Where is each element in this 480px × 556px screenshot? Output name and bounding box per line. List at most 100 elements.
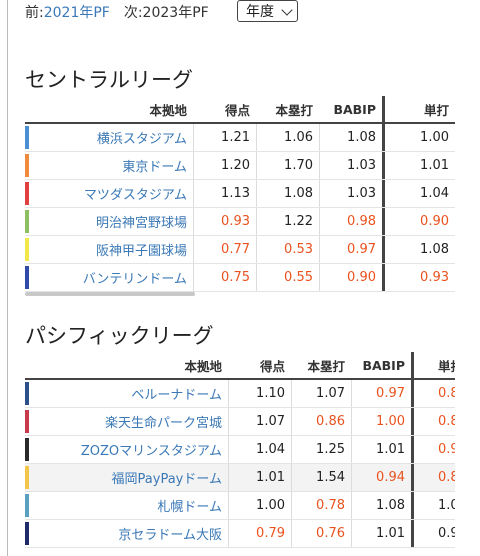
single-value: 1.08 xyxy=(382,236,455,263)
babip-value: 0.94 xyxy=(351,464,411,491)
score-value: 1.01 xyxy=(228,464,291,491)
table-row: 東京ドーム 1.20 1.70 1.03 1.01 xyxy=(25,152,455,180)
score-value: 1.04 xyxy=(228,436,291,463)
hr-value: 1.25 xyxy=(291,436,351,463)
babip-value: 0.97 xyxy=(351,380,411,407)
score-value: 1.20 xyxy=(193,152,256,179)
pacific-table: 本拠地得点本塁打BABIP単打ベルーナドーム1.101.070.970.8楽天生… xyxy=(25,352,455,548)
stadium-name: マツダスタジアム xyxy=(83,188,187,203)
table-row: 福岡PayPayドーム 1.01 1.54 0.94 0.8 xyxy=(25,464,455,492)
stadium-link[interactable]: 京セラドーム大阪 xyxy=(25,520,228,547)
stadium-link[interactable]: 東京ドーム xyxy=(25,152,193,179)
babip-header[interactable]: BABIP xyxy=(362,357,405,373)
table-row: 札幌ドーム 1.00 0.78 1.08 1.0 xyxy=(25,492,455,520)
team-color-swatch xyxy=(25,382,29,405)
stadium-name: ベルーナドーム xyxy=(131,388,222,403)
prev-year-link[interactable]: 2021年PF xyxy=(43,5,110,21)
stadium-link[interactable]: 横浜スタジアム xyxy=(25,124,193,151)
stadium-name: 東京ドーム xyxy=(122,160,187,175)
team-color-swatch xyxy=(25,182,29,205)
table-header-row: 本拠地 得点 本塁打 BABIP 単打 xyxy=(25,96,455,124)
single-value: 0.8 xyxy=(411,408,455,435)
single-value: 1.04 xyxy=(382,180,455,207)
babip-value: 1.01 xyxy=(351,520,411,547)
central-table-scrollbar[interactable] xyxy=(25,292,195,296)
single-value: 0.8 xyxy=(411,464,455,491)
score-value: 1.00 xyxy=(228,492,291,519)
babip-value: 0.97 xyxy=(319,236,382,263)
team-color-swatch xyxy=(25,266,29,289)
babip-value: 1.03 xyxy=(319,180,382,207)
score-header[interactable]: 得点 xyxy=(259,358,285,374)
babip-header[interactable]: BABIP xyxy=(333,101,376,117)
stadium-name: 横浜スタジアム xyxy=(96,132,187,147)
chevron-down-icon xyxy=(281,4,293,16)
score-value: 0.77 xyxy=(193,236,256,263)
babip-value: 0.90 xyxy=(319,264,382,291)
hr-value: 1.06 xyxy=(256,124,319,151)
central-league-title: セントラルリーグ xyxy=(25,68,193,92)
stadium-name: 明治神宮野球場 xyxy=(95,216,187,231)
hr-value: 1.54 xyxy=(291,464,351,491)
stadium-name: 楽天生命パーク宮城 xyxy=(104,416,222,431)
hr-value: 0.76 xyxy=(291,520,351,547)
central-table: 本拠地 得点 本塁打 BABIP 単打 横浜スタジアム 1.21 1.06 1.08 1.00 東京… xyxy=(25,96,455,292)
stadium-link[interactable]: 楽天生命パーク宮城 xyxy=(25,408,228,435)
year-select[interactable]: 年度 xyxy=(237,0,298,22)
score-header[interactable]: 得点 xyxy=(224,102,250,118)
hr-value: 0.55 xyxy=(256,264,319,291)
team-color-swatch xyxy=(25,154,29,177)
single-value: 0.90 xyxy=(382,208,455,235)
team-color-swatch xyxy=(25,438,29,461)
hr-value: 0.78 xyxy=(291,492,351,519)
hr-value: 1.22 xyxy=(256,208,319,235)
single-value: 0.8 xyxy=(411,380,455,407)
score-value: 0.75 xyxy=(193,264,256,291)
home-header[interactable]: 本拠地 xyxy=(184,358,222,374)
hr-value: 0.53 xyxy=(256,236,319,263)
stadium-link[interactable]: マツダスタジアム xyxy=(25,180,193,207)
table-row: 阪神甲子園球場 0.77 0.53 0.97 1.08 xyxy=(25,236,455,264)
year-select-value: 年度 xyxy=(246,4,274,20)
stadium-link[interactable]: 阪神甲子園球場 xyxy=(25,236,193,263)
single-header[interactable]: 単打 xyxy=(382,96,455,122)
hr-value: 1.08 xyxy=(256,180,319,207)
babip-value: 1.01 xyxy=(351,436,411,463)
hr-header[interactable]: 本塁打 xyxy=(307,358,345,374)
table-row: マツダスタジアム 1.13 1.08 1.03 1.04 xyxy=(25,180,455,208)
table-row: 京セラドーム大阪 0.79 0.76 1.01 0.9 xyxy=(25,520,455,548)
hr-value: 0.86 xyxy=(291,408,351,435)
score-value: 1.21 xyxy=(193,124,256,151)
next-year-text: 次:2023年PF xyxy=(123,5,209,21)
team-color-swatch xyxy=(25,522,29,545)
babip-value: 1.03 xyxy=(319,152,382,179)
single-value: 0.93 xyxy=(382,264,455,291)
babip-value: 1.00 xyxy=(351,408,411,435)
stadium-link[interactable]: ZOZOマリンスタジアム xyxy=(25,436,228,463)
hr-value: 1.70 xyxy=(256,152,319,179)
stadium-link[interactable]: 福岡PayPayドーム xyxy=(25,464,228,491)
table-row: 楽天生命パーク宮城 1.07 0.86 1.00 0.8 xyxy=(25,408,455,436)
table-row: ZOZOマリンスタジアム 1.04 1.25 1.01 0.9 xyxy=(25,436,455,464)
table-row: ベルーナドーム 1.10 1.07 0.97 0.8 xyxy=(25,380,455,408)
single-value: 1.01 xyxy=(382,152,455,179)
stadium-link[interactable]: 明治神宮野球場 xyxy=(25,208,193,235)
home-header[interactable]: 本拠地 xyxy=(149,102,187,118)
score-value: 1.07 xyxy=(228,408,291,435)
babip-value: 1.08 xyxy=(319,124,382,151)
single-value: 0.9 xyxy=(411,520,455,547)
stadium-link[interactable]: ベルーナドーム xyxy=(25,380,228,407)
single-header[interactable]: 単打 xyxy=(411,352,455,378)
score-value: 0.79 xyxy=(228,520,291,547)
team-color-swatch xyxy=(25,466,29,489)
stadium-link[interactable]: バンテリンドーム xyxy=(25,264,193,291)
stadium-name: 福岡PayPayドーム xyxy=(111,472,222,487)
team-color-swatch xyxy=(25,410,29,433)
page-left-border xyxy=(7,0,8,556)
hr-header[interactable]: 本塁打 xyxy=(275,102,313,118)
babip-value: 0.98 xyxy=(319,208,382,235)
year-nav: 前: 2021年PF 次:2023年PF xyxy=(25,0,209,24)
stadium-name: ZOZOマリンスタジアム xyxy=(80,444,222,459)
table-row: 明治神宮野球場 0.93 1.22 0.98 0.90 xyxy=(25,208,455,236)
stadium-link[interactable]: 札幌ドーム xyxy=(25,492,228,519)
